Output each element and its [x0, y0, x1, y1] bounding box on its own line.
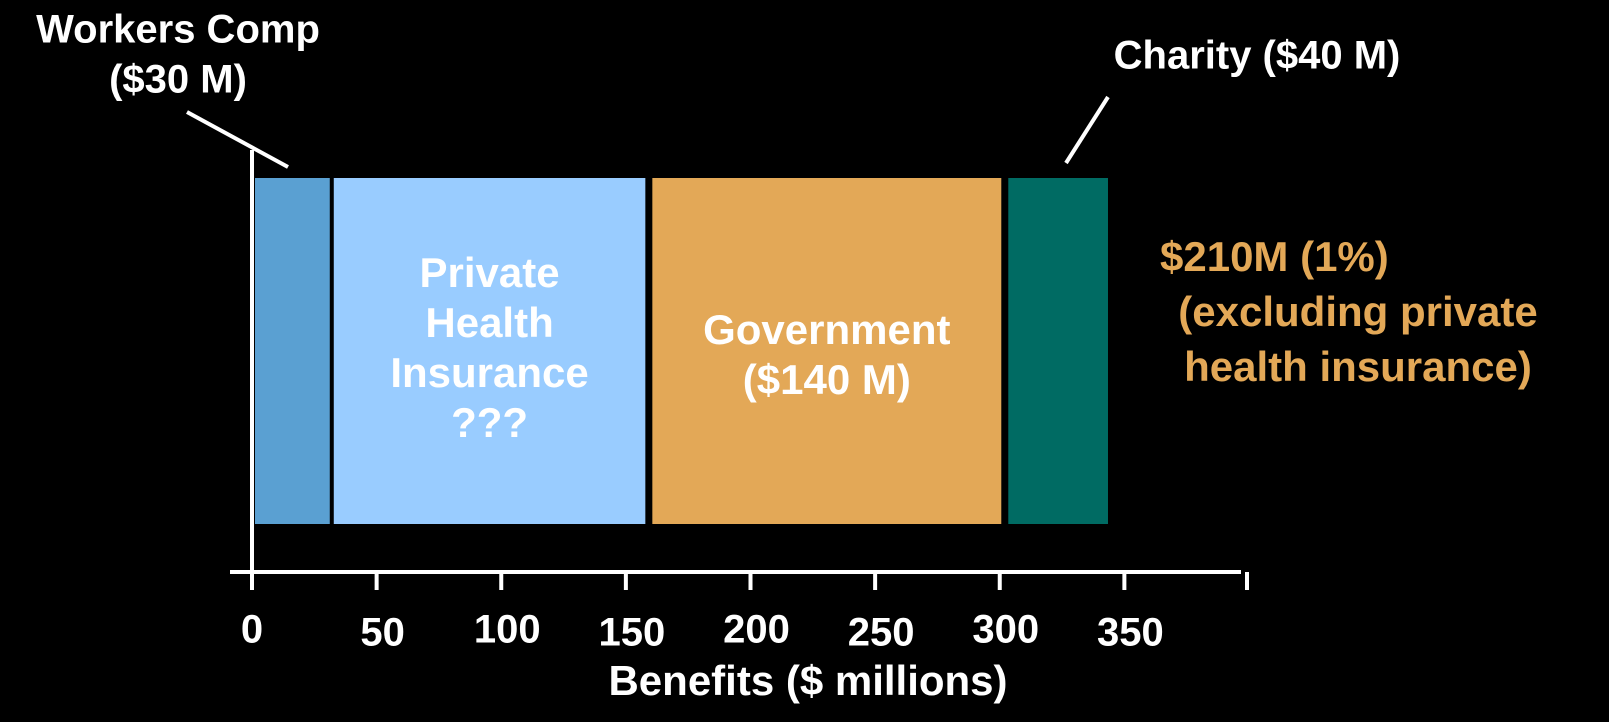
segment — [333, 178, 646, 524]
segment-label: Private — [420, 249, 560, 296]
segment — [652, 178, 1002, 524]
x-axis-label: Benefits ($ millions) — [608, 657, 1007, 704]
x-tick-label: 0 — [241, 608, 263, 652]
segment-label: Health — [425, 299, 553, 346]
segment — [1008, 178, 1108, 524]
x-tick-label: 150 — [599, 611, 666, 655]
segment — [255, 178, 330, 524]
annotation: health insurance) — [1184, 343, 1532, 390]
x-tick-label: 50 — [360, 611, 405, 655]
annotation: $210M (1%) — [1160, 233, 1389, 280]
segment-label: Charity ($40 M) — [1114, 34, 1401, 78]
segment-label: Government — [703, 306, 950, 353]
x-tick-label: 300 — [972, 608, 1039, 652]
x-tick-label: 250 — [848, 611, 915, 655]
segment-label: ($30 M) — [109, 58, 247, 102]
segment-label: ??? — [451, 399, 528, 446]
segment-label: ($140 M) — [743, 356, 911, 403]
segment-label: Workers Comp — [36, 8, 320, 52]
leader-line — [186, 110, 289, 169]
x-tick-label: 100 — [474, 608, 541, 652]
x-tick-label: 200 — [723, 608, 790, 652]
leader-line — [1064, 95, 1110, 165]
annotation: (excluding private — [1178, 288, 1537, 335]
x-tick-label: 350 — [1097, 611, 1164, 655]
segment-label: Insurance — [390, 349, 588, 396]
